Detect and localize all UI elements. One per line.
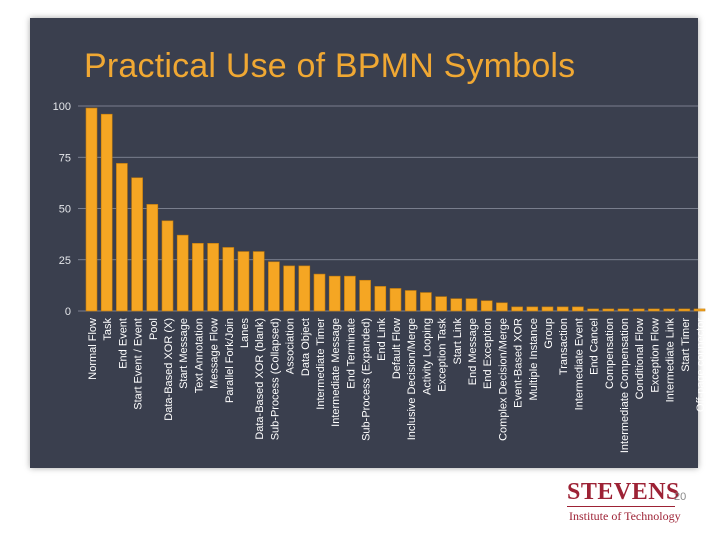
- bar: [222, 247, 235, 312]
- x-category-label: Default Flow: [391, 318, 403, 379]
- x-axis-labels: Normal Flow Task End Event Start Event / Ev…: [87, 318, 707, 454]
- bar: [359, 279, 371, 312]
- slide-title: Practical Use of BPMN Symbols: [84, 47, 576, 85]
- bar: [374, 286, 387, 312]
- bar: [237, 251, 250, 312]
- bar: [617, 308, 630, 312]
- bar: [146, 204, 159, 312]
- y-tick-label: 50: [59, 204, 71, 216]
- x-category-label: Intermediate Link: [665, 318, 677, 403]
- bar: [556, 306, 569, 312]
- x-category-label: Conditional Flow: [634, 318, 646, 399]
- x-category-label: Start Link: [452, 318, 464, 365]
- x-category-label: Start Message: [178, 318, 190, 389]
- x-category-label: Message Flow: [209, 318, 221, 389]
- bar: [100, 113, 113, 312]
- bar: [420, 292, 432, 312]
- y-tick-label: 25: [59, 255, 71, 267]
- x-category-label: Data-Based XOR (blank): [254, 318, 266, 440]
- bar: [511, 306, 523, 312]
- bar: [678, 308, 691, 312]
- x-category-label: Transaction: [558, 318, 570, 375]
- bar: [632, 308, 645, 312]
- bar: [176, 234, 189, 312]
- bar: [161, 220, 174, 312]
- y-tick-label: 0: [65, 306, 71, 318]
- bar: [496, 302, 508, 312]
- logo-subtitle: Institute of Technology: [569, 509, 681, 523]
- x-category-label: Intermediate Compensation: [619, 318, 631, 453]
- stevens-logo: STEVENS Institute of Technology: [561, 477, 681, 527]
- x-category-label: Lanes: [239, 318, 251, 348]
- bar: [404, 290, 417, 312]
- x-category-label: Compensation: [604, 318, 616, 389]
- bar: [313, 273, 326, 312]
- x-category-label: Pool: [148, 318, 160, 340]
- x-category-label: Complex Decision/Merge: [497, 318, 509, 441]
- x-category-label: Start Timer: [680, 318, 692, 372]
- y-axis-ticks: 0 25 50 75 100: [53, 101, 71, 318]
- bar: [283, 265, 295, 312]
- x-category-label: End Terminate: [345, 318, 357, 389]
- bar: [526, 306, 539, 312]
- x-category-label: Intermediate Event: [573, 318, 585, 410]
- x-category-label: End Event: [117, 318, 129, 369]
- bar: [131, 177, 143, 312]
- x-category-label: Multiple Instance: [528, 318, 540, 401]
- x-category-label: Intermediate Timer: [315, 318, 327, 410]
- x-category-label: Activity Looping: [421, 318, 433, 395]
- bar: [541, 306, 554, 312]
- bar: [268, 261, 280, 312]
- x-category-label: Sub-Process (Expanded): [361, 318, 373, 441]
- x-category-label: Inclusive Decision/Merge: [406, 318, 418, 440]
- bar: [465, 298, 478, 312]
- x-category-label: Exception Flow: [649, 318, 661, 393]
- bar: [389, 288, 402, 312]
- x-category-label: Event-Based XOR: [513, 318, 525, 408]
- bar: [252, 251, 265, 312]
- bar: [344, 275, 356, 312]
- bar: [693, 308, 706, 312]
- x-category-label: Exception Task: [437, 318, 449, 392]
- bar: [572, 306, 584, 312]
- bar: [450, 298, 463, 312]
- bar: [480, 300, 493, 312]
- logo-wordmark: STEVENS: [567, 479, 680, 505]
- x-category-label: Text Annotation: [193, 318, 205, 393]
- x-category-label: Parallel Fork/Join: [224, 318, 236, 403]
- bar: [587, 308, 599, 312]
- bar: [648, 308, 660, 312]
- bar: [298, 265, 311, 312]
- bars: [85, 107, 706, 312]
- x-category-label: End Message: [467, 318, 479, 385]
- x-category-label: End Link: [376, 318, 388, 361]
- x-category-label: Intermediate Message: [330, 318, 342, 427]
- x-category-label: Data-Based XOR (X): [163, 318, 175, 421]
- y-tick-label: 100: [53, 101, 71, 113]
- x-category-label: Association: [285, 318, 297, 374]
- x-category-label: Data Object: [300, 318, 312, 376]
- x-category-label: Normal Flow: [87, 318, 99, 380]
- x-category-label: Sub-Process (Collapsed): [269, 318, 281, 440]
- bar: [192, 243, 204, 312]
- bar: [602, 308, 615, 312]
- x-category-label: Task: [102, 318, 114, 341]
- page-number: 20: [674, 491, 687, 503]
- x-category-label: Off-page connector: [695, 318, 707, 412]
- bar: [663, 308, 675, 312]
- y-tick-label: 75: [59, 152, 71, 164]
- bar: [85, 107, 98, 312]
- bar: [116, 163, 128, 312]
- x-category-label: Group: [543, 318, 555, 349]
- x-category-label: Start Event / Event: [133, 318, 145, 410]
- x-category-label: End Exception: [482, 318, 494, 389]
- x-category-label: End Cancel: [589, 318, 601, 375]
- bar: [328, 275, 341, 312]
- bar: [435, 296, 447, 312]
- logo-rule: [567, 506, 675, 507]
- bar: [207, 243, 219, 312]
